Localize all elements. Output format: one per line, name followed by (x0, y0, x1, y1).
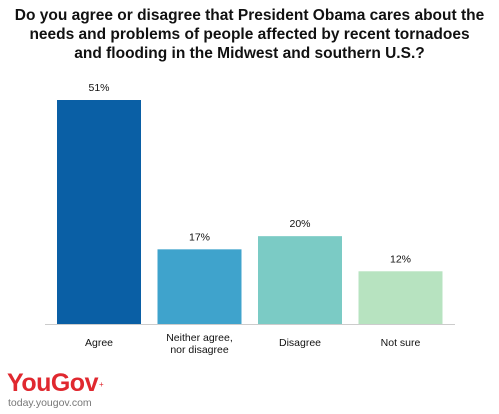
yougov-logo: YouGov+ (7, 369, 104, 397)
bar-0 (57, 100, 141, 324)
category-label-3: Not sure (381, 337, 421, 349)
bar-3 (358, 271, 443, 324)
source-url: today.yougov.com (8, 397, 92, 409)
title-line-2: needs and problems of people affected by… (29, 26, 470, 43)
category-label-1: Neither agree, nor disagree (166, 332, 233, 356)
chart-title: Do you agree or disagree that President … (10, 6, 489, 63)
category-label-0: Agree (85, 337, 113, 349)
category-label-2: Disagree (279, 337, 321, 349)
value-label-3: 12% (390, 253, 411, 265)
bar-2 (258, 236, 342, 324)
title-line-1: Do you agree or disagree that President … (14, 7, 485, 24)
logo-text: YouGov (7, 369, 98, 397)
value-label-0: 51% (88, 82, 109, 94)
title-line-3: and flooding in the Midwest and southern… (74, 45, 425, 62)
bar-1 (157, 249, 242, 324)
value-label-2: 20% (289, 218, 310, 230)
value-label-1: 17% (189, 231, 210, 243)
